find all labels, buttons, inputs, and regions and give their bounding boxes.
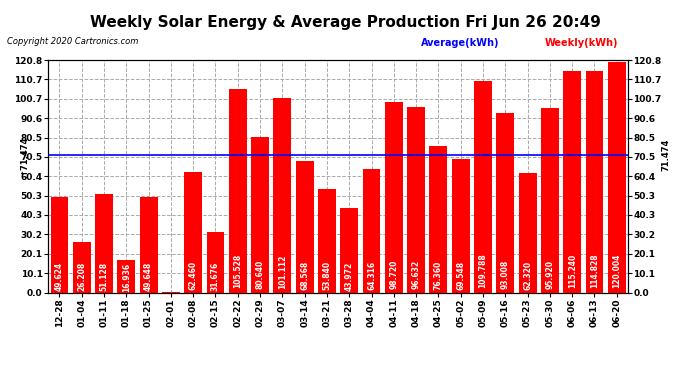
Text: 114.828: 114.828 xyxy=(590,254,599,288)
Text: ↑71.474: ↑71.474 xyxy=(19,135,29,175)
Text: 49.624: 49.624 xyxy=(55,261,64,291)
Bar xyxy=(452,159,470,292)
Text: 76.360: 76.360 xyxy=(434,260,443,290)
Text: 43.972: 43.972 xyxy=(345,261,354,291)
Text: 51.128: 51.128 xyxy=(99,261,108,291)
Text: 93.008: 93.008 xyxy=(501,260,510,289)
Text: 80.640: 80.640 xyxy=(255,260,264,290)
Bar xyxy=(586,72,603,292)
Bar xyxy=(541,108,559,292)
Bar xyxy=(273,98,291,292)
Bar xyxy=(184,172,202,292)
Text: 64.316: 64.316 xyxy=(367,261,376,290)
Bar xyxy=(496,114,514,292)
Text: Weekly Solar Energy & Average Production Fri Jun 26 20:49: Weekly Solar Energy & Average Production… xyxy=(90,15,600,30)
Bar xyxy=(385,102,403,292)
Text: 26.208: 26.208 xyxy=(77,262,86,291)
Text: 109.788: 109.788 xyxy=(478,254,488,288)
Text: 62.460: 62.460 xyxy=(188,261,198,290)
Bar xyxy=(50,197,68,292)
Bar xyxy=(95,194,113,292)
Bar xyxy=(229,89,247,292)
Text: 16.936: 16.936 xyxy=(122,263,131,292)
Bar xyxy=(363,169,380,292)
Text: 115.240: 115.240 xyxy=(568,254,577,288)
Bar xyxy=(340,208,358,292)
Text: Weekly(kWh): Weekly(kWh) xyxy=(545,38,619,48)
Bar xyxy=(296,160,313,292)
Bar xyxy=(251,137,269,292)
Text: 96.632: 96.632 xyxy=(412,260,421,289)
Text: 69.548: 69.548 xyxy=(456,261,465,290)
Bar xyxy=(429,146,447,292)
Bar xyxy=(139,197,157,292)
Bar xyxy=(117,260,135,292)
Text: 49.648: 49.648 xyxy=(144,261,153,291)
Text: 62.320: 62.320 xyxy=(523,261,532,290)
Text: Average(kWh): Average(kWh) xyxy=(421,38,500,48)
Bar xyxy=(563,71,581,292)
Bar xyxy=(608,62,626,292)
Bar xyxy=(407,106,425,292)
Bar xyxy=(519,172,537,292)
Text: 120.004: 120.004 xyxy=(612,254,621,288)
Text: 101.112: 101.112 xyxy=(278,254,287,289)
Bar xyxy=(206,231,224,292)
Text: Copyright 2020 Cartronics.com: Copyright 2020 Cartronics.com xyxy=(7,38,138,46)
Text: 68.568: 68.568 xyxy=(300,261,309,290)
Text: 98.720: 98.720 xyxy=(389,260,398,289)
Text: 71.474: 71.474 xyxy=(661,139,671,171)
Bar xyxy=(73,242,90,292)
Text: 53.840: 53.840 xyxy=(322,261,331,290)
Text: 105.528: 105.528 xyxy=(233,254,242,288)
Bar xyxy=(318,189,336,292)
Text: 31.676: 31.676 xyxy=(211,262,220,291)
Bar xyxy=(474,81,492,292)
Text: 95.920: 95.920 xyxy=(545,260,554,289)
